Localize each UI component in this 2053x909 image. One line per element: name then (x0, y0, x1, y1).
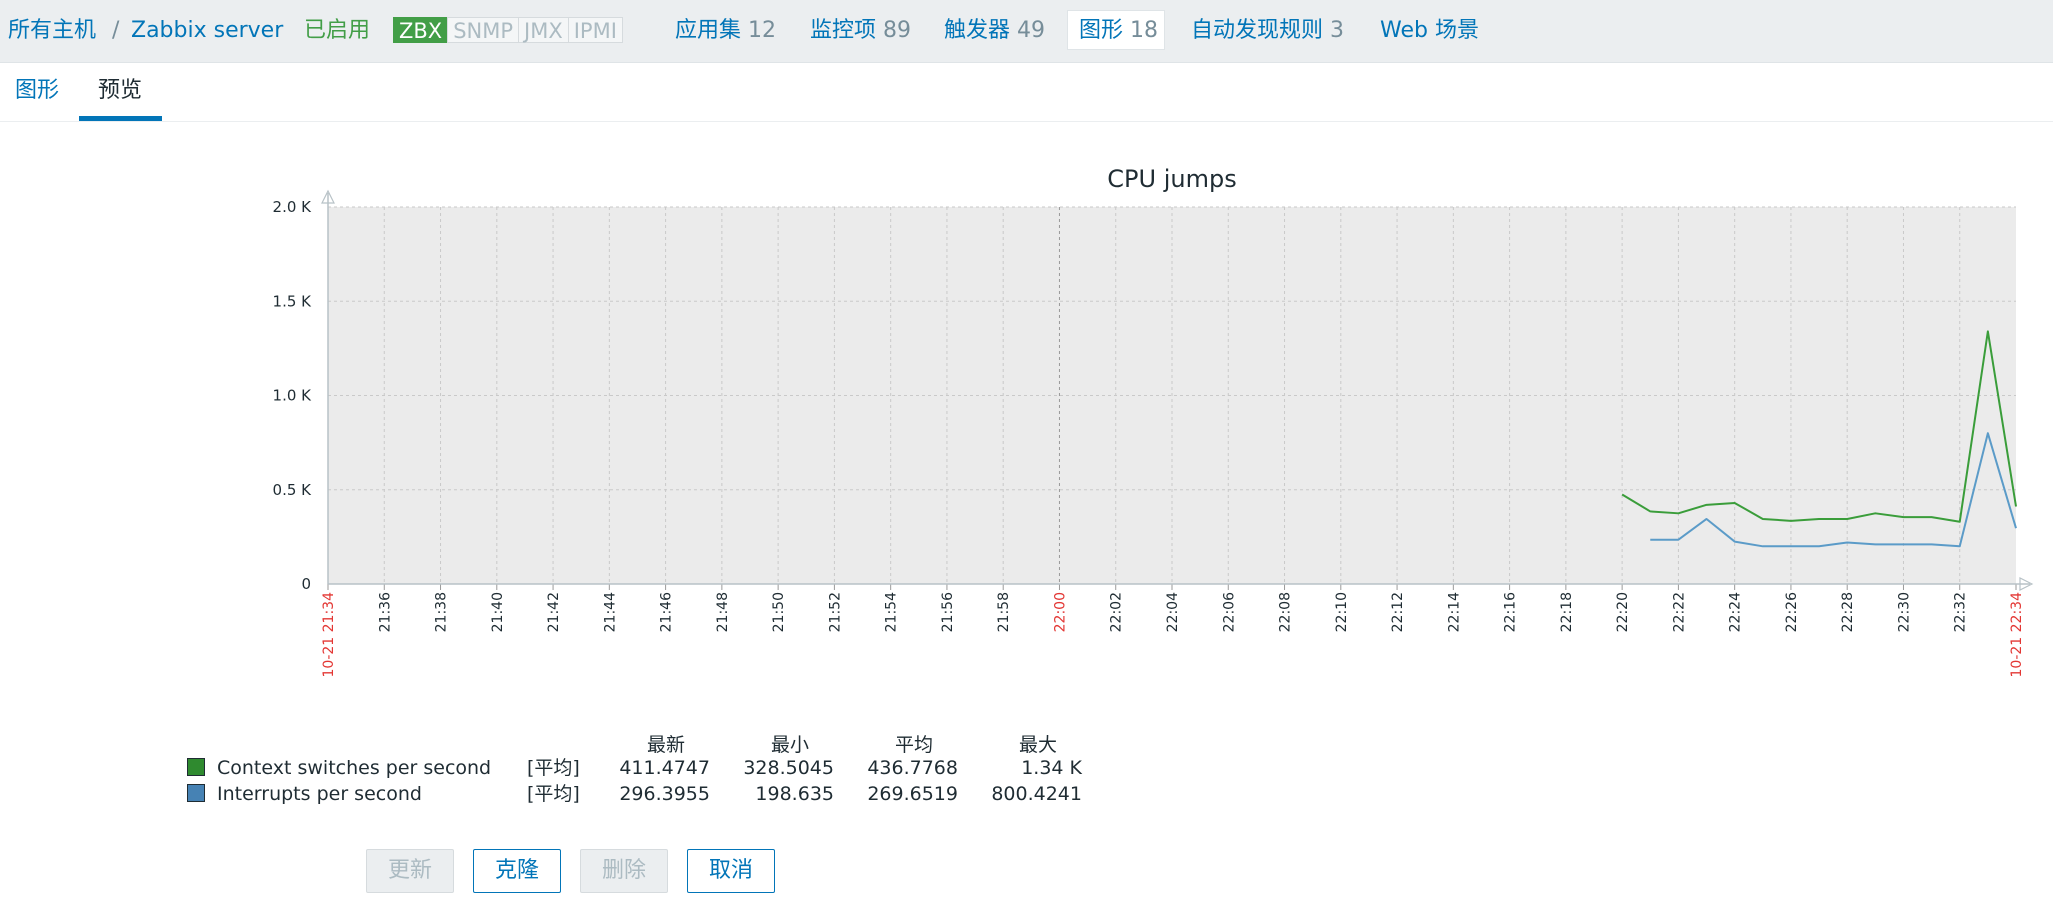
subtab-preview[interactable]: 预览 (98, 78, 143, 103)
cancel-button[interactable]: 取消 (687, 849, 775, 893)
host-status-enabled[interactable]: 已启用 (304, 18, 371, 43)
x-tick-label: 21:54 (884, 592, 900, 632)
y-tick-label: 2.0 K (273, 198, 313, 216)
y-tick-label: 0.5 K (273, 481, 313, 499)
x-tick-label: 22:22 (1671, 592, 1687, 632)
legend-header-avg: 平均 (894, 734, 933, 756)
x-tick-label: 22:04 (1165, 592, 1181, 632)
breadcrumb-host[interactable]: Zabbix server (131, 18, 284, 43)
x-tick-label: 21:48 (715, 592, 731, 632)
tab-web-scenarios[interactable]: Web 场景 (1380, 18, 1479, 43)
x-tick-label: 22:14 (1446, 592, 1462, 632)
x-tick-label: 21:42 (546, 592, 562, 632)
x-tick-label: 22:30 (1896, 592, 1912, 632)
active-tab-indicator (79, 116, 162, 121)
x-tick-label: 22:06 (1221, 592, 1237, 632)
x-tick-label: 10-21 21:34 (321, 592, 337, 678)
x-tick-label: 21:38 (434, 592, 450, 632)
availability-badges: ZBX SNMP JMX IPMI (393, 17, 623, 43)
x-tick-label: 22:12 (1390, 592, 1406, 632)
legend-item-max: 1.34 K (1021, 757, 1082, 779)
x-tick-label: 22:08 (1278, 592, 1294, 632)
delete-button[interactable]: 删除 (580, 849, 668, 893)
x-tick-label: 22:18 (1559, 592, 1575, 632)
tab-discovery-rules[interactable]: 自动发现规则 3 (1191, 18, 1345, 43)
tab-items[interactable]: 监控项 89 (810, 18, 912, 43)
x-tick-label: 21:46 (659, 592, 675, 632)
legend-swatch (187, 758, 205, 776)
subtab-graph[interactable]: 图形 (15, 78, 60, 103)
x-tick-label: 21:52 (827, 592, 843, 632)
clone-button[interactable]: 克隆 (473, 849, 561, 893)
x-tick-label: 10-21 22:34 (2009, 592, 2025, 678)
legend-item-min: 328.5045 (743, 757, 834, 779)
legend-item-min: 198.635 (755, 783, 834, 805)
badge-ipmi: IPMI (567, 17, 623, 43)
legend-header-last: 最新 (646, 734, 685, 756)
x-tick-label: 21:58 (996, 592, 1012, 632)
breadcrumb-separator: / (112, 18, 120, 43)
series-line-context-switches (1621, 330, 2017, 523)
y-tick-label: 1.5 K (273, 292, 313, 310)
legend-header-max: 最大 (1018, 734, 1057, 756)
x-axis-arrow (2019, 577, 2034, 591)
x-tick-label: 22:02 (1109, 592, 1125, 632)
update-button[interactable]: 更新 (366, 849, 454, 893)
x-tick-label: 21:44 (602, 592, 618, 632)
host-navigation: 所有主机 / Zabbix server 已启用 ZBX SNMP JMX IP… (0, 0, 2053, 63)
x-tick-label: 22:28 (1840, 592, 1856, 632)
legend-item-avg: 269.6519 (867, 783, 958, 805)
legend-header-min: 最小 (770, 734, 809, 756)
series-line-interrupts (1650, 432, 2017, 548)
x-tick-label: 21:56 (940, 592, 956, 632)
x-tick-label: 22:00 (1052, 592, 1068, 632)
legend-item-function: [平均] (527, 757, 580, 779)
badge-jmx: JMX (518, 17, 569, 43)
y-tick-label: 0 (301, 575, 311, 593)
legend-item-name: Interrupts per second (217, 783, 422, 805)
badge-snmp: SNMP (447, 17, 520, 43)
x-tick-label: 22:10 (1334, 592, 1350, 632)
legend-item-avg: 436.7768 (867, 757, 958, 779)
badge-zbx: ZBX (393, 17, 449, 43)
tab-graphs-active-bg (1067, 10, 1165, 50)
y-tick-label: 1.0 K (273, 387, 313, 405)
legend-item-name: Context switches per second (217, 757, 492, 779)
legend-item-last: 296.3955 (619, 783, 710, 805)
tab-applications[interactable]: 应用集 12 (675, 18, 777, 43)
legend-item-max: 800.4241 (991, 783, 1082, 805)
legend-item-function: [平均] (527, 783, 580, 805)
legend-item-last: 411.4747 (619, 757, 710, 779)
tab-triggers[interactable]: 触发器 49 (944, 18, 1046, 43)
x-tick-label: 22:16 (1503, 592, 1519, 632)
x-tick-label: 21:50 (771, 592, 787, 632)
breadcrumb-all-hosts[interactable]: 所有主机 (8, 18, 97, 43)
x-tick-label: 22:26 (1784, 592, 1800, 632)
x-tick-label: 21:36 (377, 592, 393, 632)
x-tick-label: 22:32 (1953, 592, 1969, 632)
sub-tabs: 图形 预览 (0, 64, 2053, 122)
tab-graphs[interactable]: 图形 18 (1079, 18, 1159, 43)
legend-swatch (187, 784, 205, 802)
x-tick-label: 22:20 (1615, 592, 1631, 632)
x-tick-label: 22:24 (1728, 592, 1744, 632)
graph-title: CPU jumps (1107, 165, 1236, 193)
y-axis-arrow (321, 189, 335, 204)
x-tick-label: 21:40 (490, 592, 506, 632)
